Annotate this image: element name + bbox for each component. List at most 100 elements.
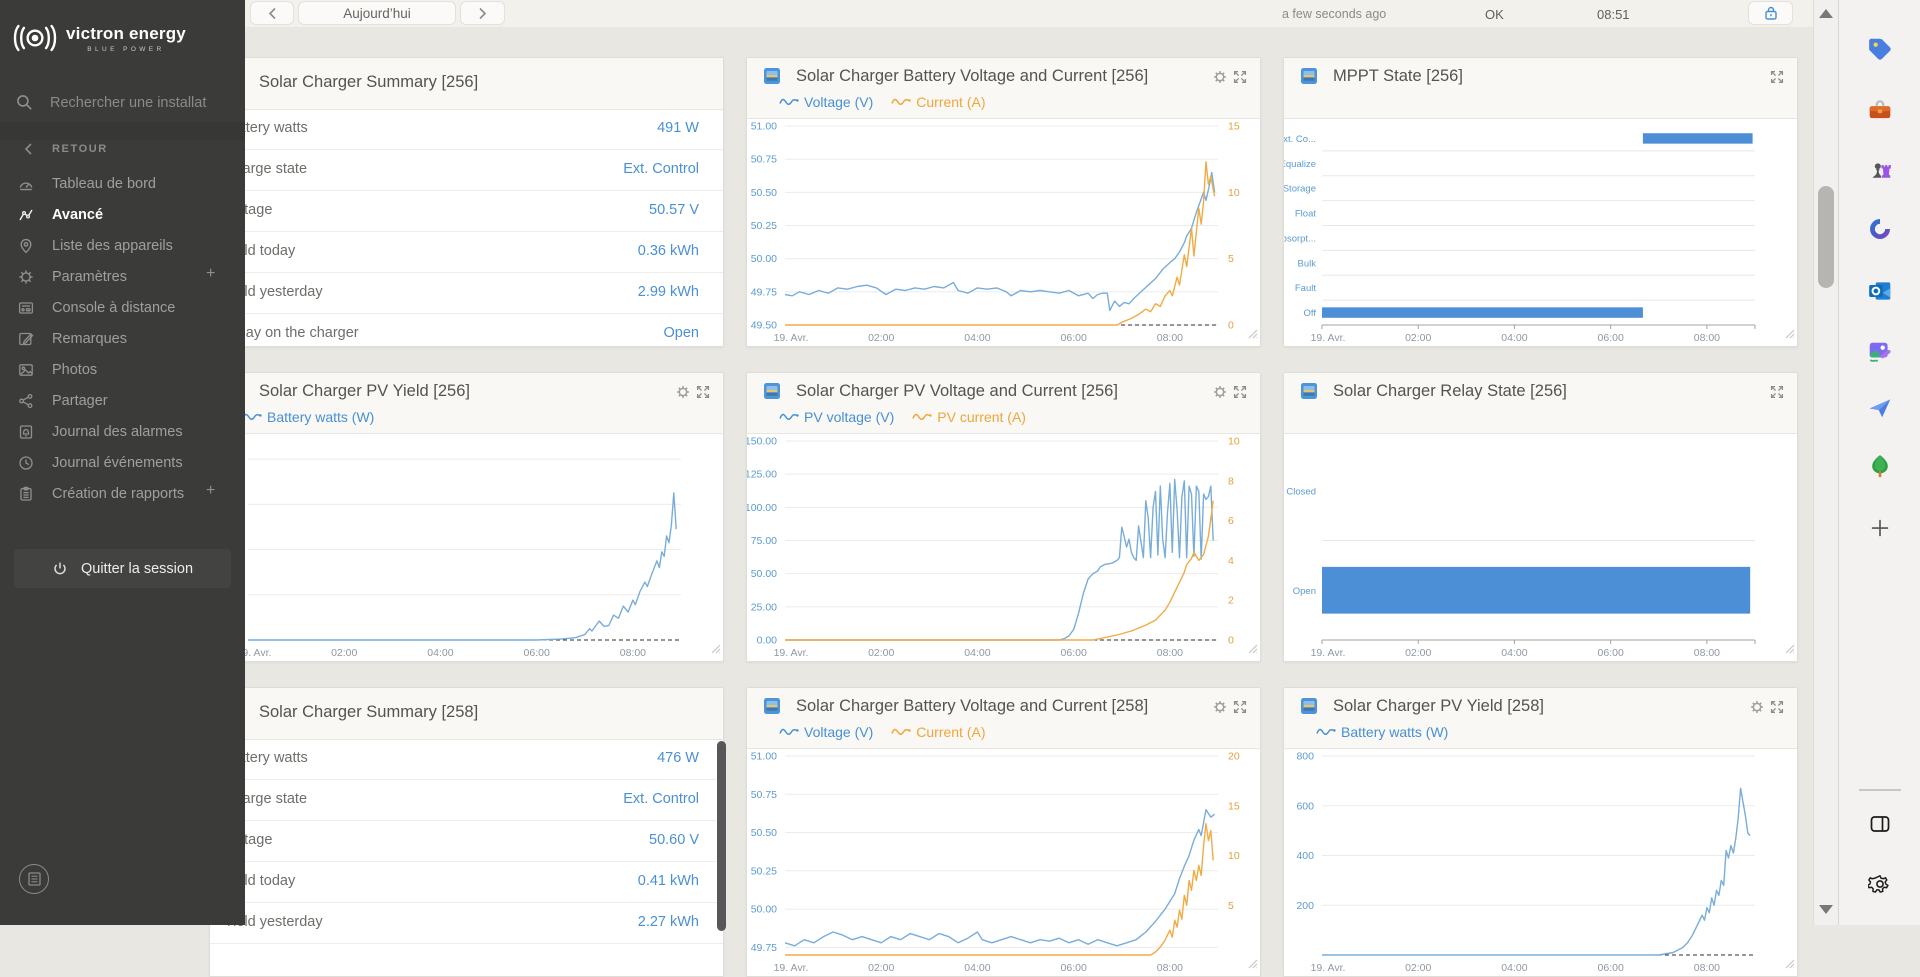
solar-charger-icon <box>1301 68 1317 84</box>
row-value: 0.41 kWh <box>637 873 699 889</box>
widget-settings-icon[interactable] <box>1750 700 1764 714</box>
fullscreen-icon[interactable] <box>1770 700 1784 714</box>
settings-gear-icon[interactable] <box>1866 872 1892 896</box>
search-input[interactable] <box>48 90 232 116</box>
fullscreen-icon[interactable] <box>1233 385 1247 399</box>
sidebar-item-liste-des-appareils[interactable]: Liste des appareils <box>0 230 245 261</box>
svg-text:06:00: 06:00 <box>1061 962 1087 974</box>
legend-item-voltage-v[interactable]: Voltage (V) <box>779 724 873 740</box>
fullscreen-icon[interactable] <box>1233 70 1247 84</box>
resize-handle-icon[interactable] <box>711 641 721 659</box>
summary-row-yield-today: Yield today 0.41 kWh <box>210 862 723 903</box>
chess-games-icon[interactable] <box>1867 155 1893 181</box>
sidebar-item-avanc[interactable]: Avancé <box>0 199 245 230</box>
scroll-up-arrow-icon[interactable] <box>1819 9 1833 18</box>
image-designer-icon[interactable] <box>1867 339 1893 365</box>
next-period-button[interactable] <box>460 1 505 25</box>
add-icon[interactable] <box>1867 515 1893 541</box>
shopping-tag-icon[interactable] <box>1867 36 1893 62</box>
widget-settings-icon[interactable] <box>1213 385 1227 399</box>
sidebar-item-cr-ation-de-rapports[interactable]: Création de rapports + <box>0 478 245 509</box>
toolbox-icon[interactable] <box>1867 97 1893 123</box>
chart-area-pvy256: 19. Avr. 02:00 04:00 06:00 08:00 <box>210 433 723 661</box>
svg-text:50.25: 50.25 <box>751 220 777 232</box>
period-select[interactable]: Aujourd’hui <box>298 1 456 25</box>
sidebar-item-remarques[interactable]: Remarques <box>0 323 245 354</box>
series-line-icon <box>779 724 799 740</box>
share-nodes-icon <box>18 393 34 409</box>
sidebar-item-param-tres[interactable]: Paramètres + <box>0 261 245 292</box>
sidebar-panel-icon[interactable] <box>1868 812 1892 836</box>
sidebar-item-label: Photos <box>52 361 98 378</box>
resize-handle-icon[interactable] <box>1248 956 1258 974</box>
sidebar-item-photos[interactable]: Photos <box>0 354 245 385</box>
card-scrollbar-thumb[interactable] <box>717 741 726 931</box>
victron-logo: victron energy BLUE POWER <box>12 20 186 56</box>
resize-handle-icon[interactable] <box>1785 326 1795 344</box>
resize-handle-icon[interactable] <box>1248 641 1258 659</box>
svg-text:06:00: 06:00 <box>1598 962 1624 974</box>
microsoft-365-icon[interactable] <box>1867 216 1893 242</box>
scrollbar-thumb[interactable] <box>1818 186 1834 288</box>
resize-handle-icon[interactable] <box>1785 956 1795 974</box>
svg-text:Bulk: Bulk <box>1298 258 1317 269</box>
legend-item-battery-watts-w[interactable]: Battery watts (W) <box>242 409 374 425</box>
legend-item-voltage-v[interactable]: Voltage (V) <box>779 94 873 110</box>
paper-plane-icon[interactable] <box>1867 395 1893 421</box>
realtime-lock-button[interactable] <box>1748 1 1793 25</box>
add-icon[interactable]: + <box>206 482 216 499</box>
summary-row-relay-on-the-charger: Relay on the charger Open <box>210 314 723 346</box>
row-value: 476 W <box>657 750 699 766</box>
tree-icon[interactable] <box>1867 453 1893 479</box>
card-solar-charger-relay-state-256: Solar Charger Relay State [256] Closed Ope… <box>1283 372 1798 662</box>
svg-text:19. Avr.: 19. Avr. <box>1311 647 1346 659</box>
sidebar-item-label: Partager <box>52 392 108 409</box>
resize-handle-icon[interactable] <box>1248 326 1258 344</box>
svg-text:Equalize: Equalize <box>1284 159 1316 170</box>
svg-text:25.00: 25.00 <box>751 601 777 613</box>
sidebar-item-label: Liste des appareils <box>52 237 173 254</box>
svg-text:04:00: 04:00 <box>964 332 990 344</box>
svg-text:08:00: 08:00 <box>1157 332 1183 344</box>
svg-text:10: 10 <box>1228 187 1240 199</box>
page-scrollbar[interactable] <box>1813 0 1838 925</box>
summary-row-yield-today: Yield today 0.36 kWh <box>210 232 723 273</box>
sidebar-item-partager[interactable]: Partager <box>0 385 245 416</box>
resize-handle-icon[interactable] <box>1785 641 1795 659</box>
svg-text:Off: Off <box>1304 308 1317 319</box>
document-circle-button[interactable] <box>19 864 49 894</box>
summary-row-battery-watts: Battery watts 476 W <box>210 739 723 780</box>
svg-text:200: 200 <box>1296 900 1314 912</box>
add-icon[interactable]: + <box>206 265 216 282</box>
legend-item-current-a[interactable]: Current (A) <box>891 724 986 740</box>
legend-item-current-a[interactable]: Current (A) <box>891 94 986 110</box>
svg-text:10: 10 <box>1228 850 1240 862</box>
widget-settings-icon[interactable] <box>1213 700 1227 714</box>
sidebar-item-console-distance[interactable]: Console à distance <box>0 292 245 323</box>
previous-period-button[interactable] <box>250 1 294 25</box>
legend-item-battery-watts-w[interactable]: Battery watts (W) <box>1316 724 1448 740</box>
sidebar-item-journal-des-alarmes[interactable]: Journal des alarmes <box>0 416 245 447</box>
sidebar-item-tableau-de-bord[interactable]: Tableau de bord <box>0 168 245 199</box>
svg-text:50.00: 50.00 <box>751 568 777 580</box>
fullscreen-icon[interactable] <box>696 385 710 399</box>
svg-text:50.75: 50.75 <box>751 154 777 166</box>
fullscreen-icon[interactable] <box>1770 385 1784 399</box>
outlook-icon[interactable] <box>1867 278 1893 304</box>
logout-button[interactable]: Quitter la session <box>14 549 231 588</box>
back-button[interactable]: RETOUR <box>0 140 245 158</box>
sidebar-item-journal-v-nements[interactable]: Journal événements <box>0 447 245 478</box>
scroll-down-arrow-icon[interactable] <box>1819 905 1833 914</box>
summary-row-charge-state: Charge state Ext. Control <box>210 780 723 821</box>
summary-row-battery-watts: Battery watts 491 W <box>210 109 723 150</box>
fullscreen-icon[interactable] <box>1770 70 1784 84</box>
svg-text:5: 5 <box>1228 253 1234 265</box>
legend-item-pv-current-a[interactable]: PV current (A) <box>912 409 1026 425</box>
fullscreen-icon[interactable] <box>1233 700 1247 714</box>
widget-settings-icon[interactable] <box>1213 70 1227 84</box>
widget-settings-icon[interactable] <box>676 385 690 399</box>
svg-text:49.75: 49.75 <box>751 286 777 298</box>
card-header: Solar Charger Summary [256] <box>210 58 723 110</box>
legend-item-pv-voltage-v[interactable]: PV voltage (V) <box>779 409 894 425</box>
chart-area-bvc258: 49.75 50.00 50.25 50.50 50.75 51.00 5 10 15 20 19.… <box>747 748 1260 976</box>
